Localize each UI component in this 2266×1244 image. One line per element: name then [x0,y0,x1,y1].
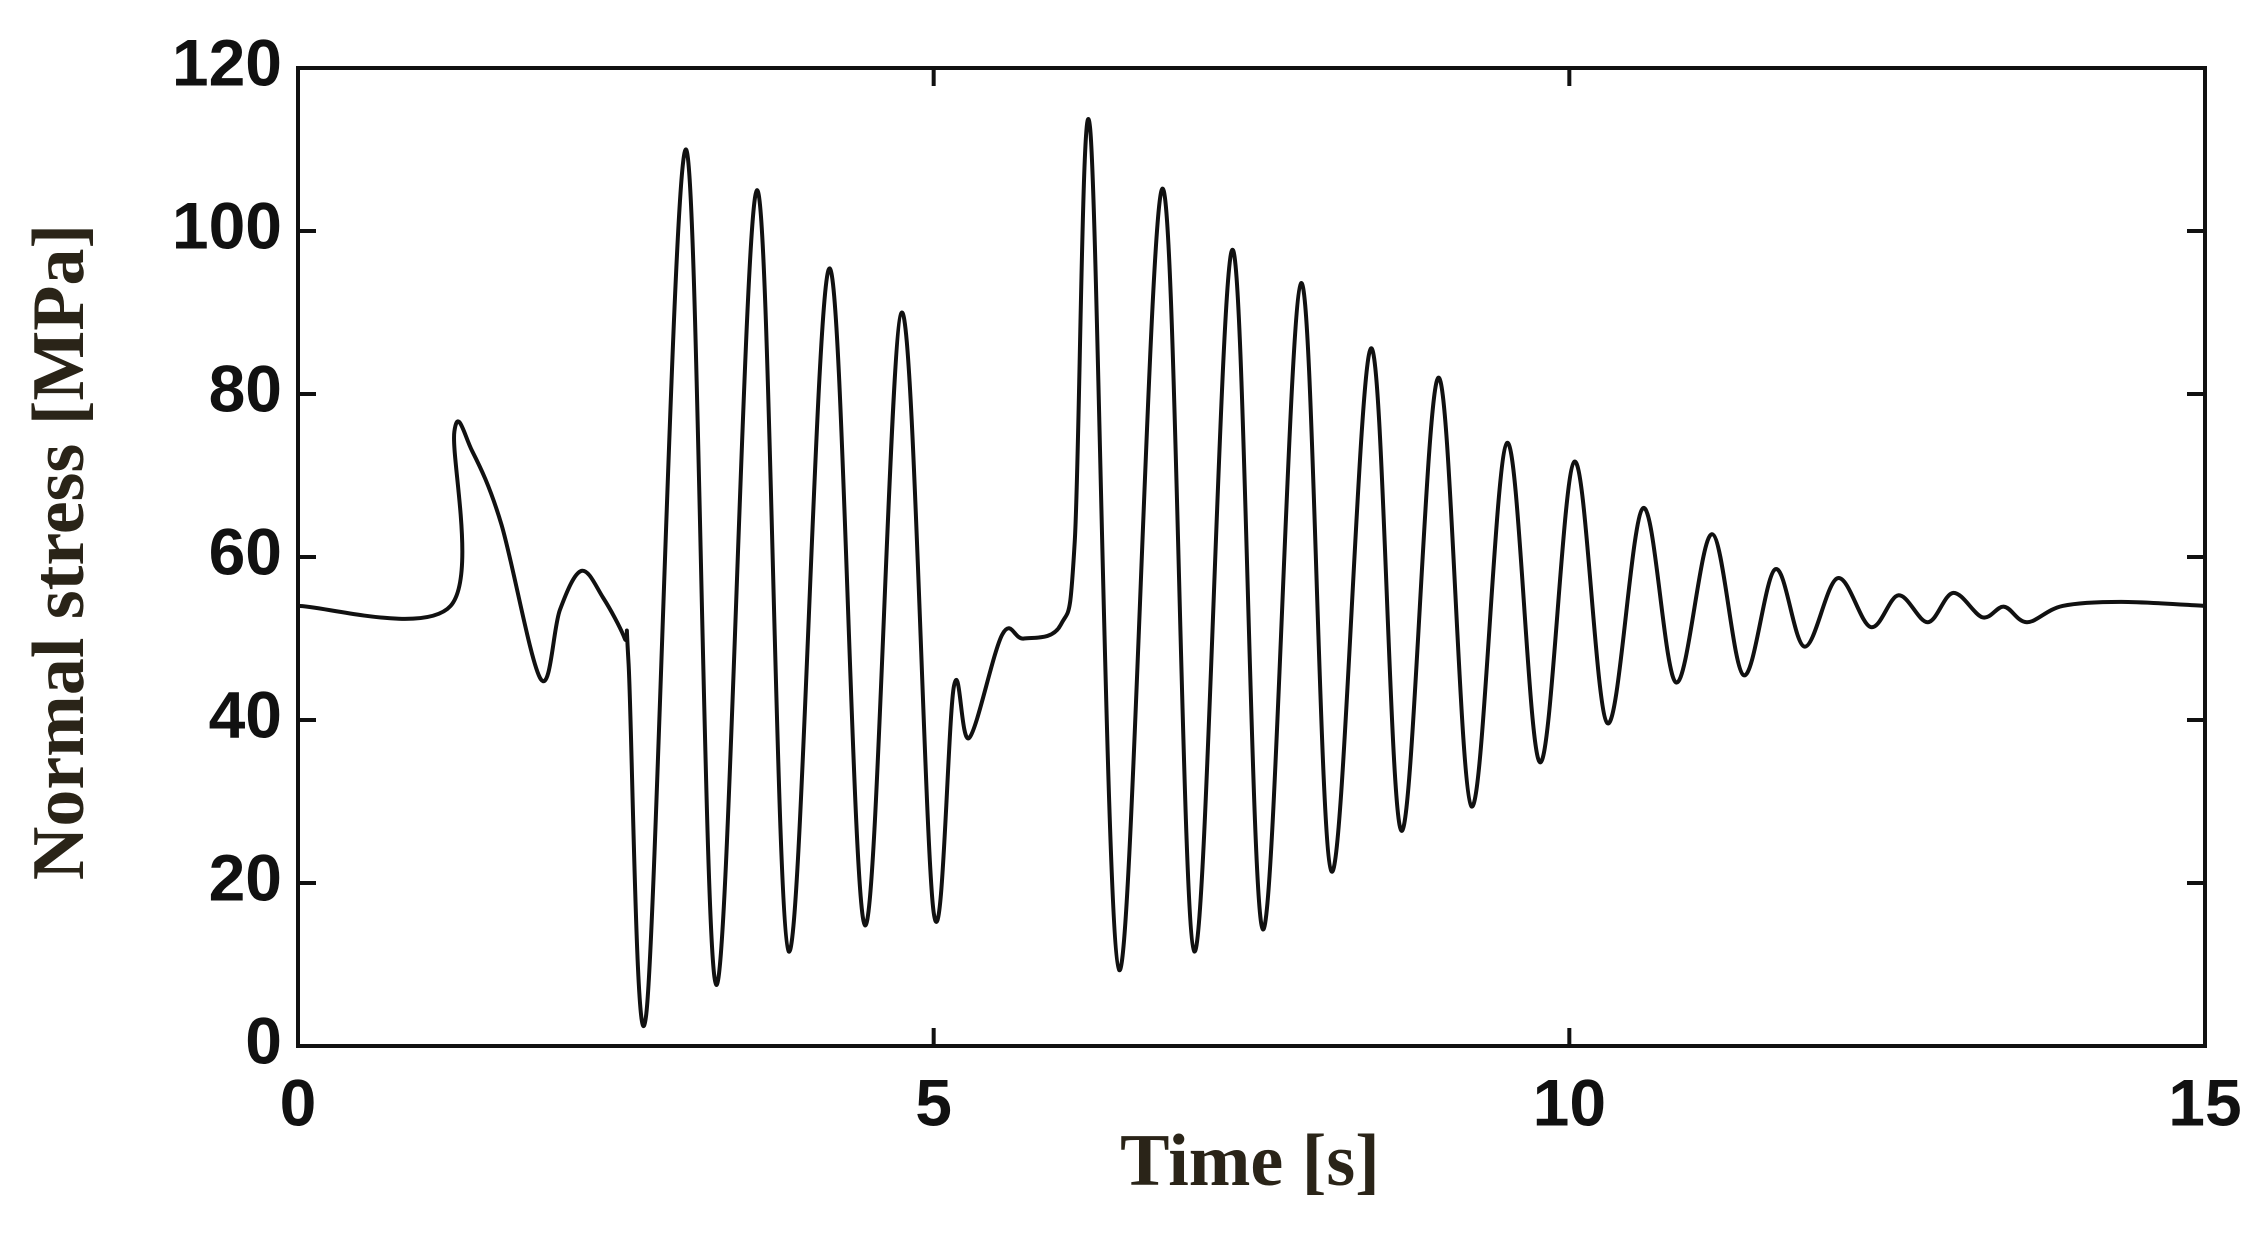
y-axis-label: Normal stress [MPa] [18,224,100,880]
y-tick-label: 20 [209,840,282,914]
x-tick-label: 5 [915,1065,952,1139]
x-tick-label: 10 [1533,1065,1606,1139]
stress-line [297,117,2206,1028]
x-tick-label: 15 [2168,1065,2241,1139]
y-tick-label: 80 [209,351,282,425]
plot-frame [296,66,2207,1048]
x-tick-label: 0 [280,1065,317,1139]
y-tick-label: 0 [245,1003,282,1077]
y-tick-label: 100 [172,188,282,262]
y-tick-label: 40 [209,677,282,751]
y-tick-label: 60 [209,514,282,588]
x-axis-label: Time [s] [1120,1120,1380,1202]
y-tick-label: 120 [172,25,282,99]
